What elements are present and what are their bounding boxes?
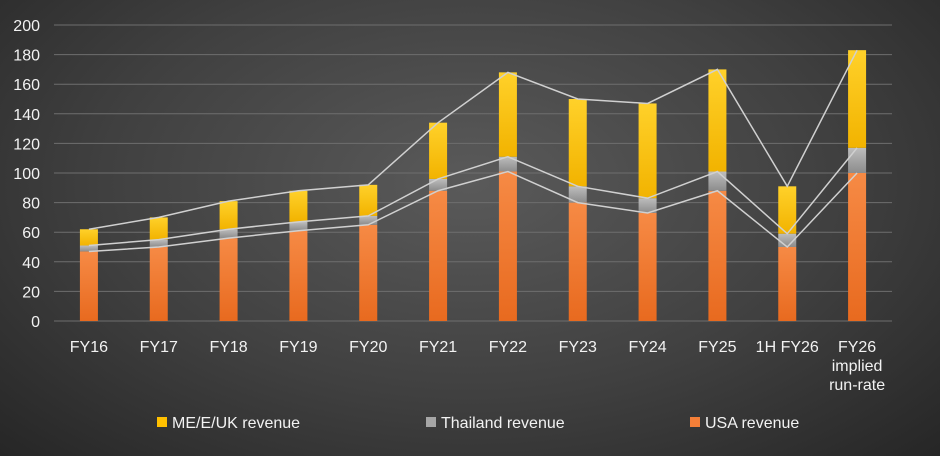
legend-swatch-me-e-uk-revenue: [157, 417, 167, 427]
bar-me-e-uk-revenue: [708, 69, 727, 172]
cumulative-line-2: [88, 147, 858, 247]
x-tick-label: FY24: [628, 339, 666, 356]
bar-thailand-revenue: [219, 229, 238, 239]
x-tick-label: FY17: [140, 339, 178, 356]
legend-label-thailand-revenue: Thailand revenue: [441, 415, 565, 432]
x-tick-label: FY16: [70, 339, 108, 356]
x-axis: FY16 FY17 FY18 FY19 FY20 FY21 FY22 FY23 FY24 FY25…: [70, 339, 885, 394]
bar-me-e-uk-revenue: [568, 99, 587, 187]
legend: ME/E/UK revenue Thailand revenue USA reven…: [157, 415, 799, 432]
bar-me-e-uk-revenue: [638, 103, 657, 199]
bar-thailand-revenue: [429, 178, 448, 191]
bar-me-e-uk-revenue: [778, 186, 797, 234]
y-tick-label: 180: [13, 48, 40, 65]
bar-usa-revenue: [708, 190, 727, 321]
bar-usa-revenue: [79, 251, 98, 321]
legend-swatch-thailand-revenue: [426, 417, 436, 427]
legend-label-me-e-uk-revenue: ME/E/UK revenue: [172, 415, 300, 432]
x-tick-label: 1H FY26: [756, 339, 819, 356]
gridlines: [54, 24, 892, 322]
bar-me-e-uk-revenue: [848, 50, 867, 148]
y-axis: 0 20 40 60 80 100 120 140 160 180 200: [13, 18, 40, 331]
bar-usa-revenue: [289, 230, 308, 321]
bar-me-e-uk-revenue: [359, 184, 378, 216]
bars: [79, 50, 867, 321]
x-tick-label: FY20: [349, 339, 387, 356]
y-tick-label: 80: [22, 196, 40, 213]
y-tick-label: 40: [22, 255, 40, 272]
y-tick-label: 100: [13, 166, 40, 183]
cumulative-lines: [88, 49, 858, 253]
legend-label-usa-revenue: USA revenue: [705, 415, 799, 432]
bar-usa-revenue: [359, 224, 378, 321]
bar-thailand-revenue: [289, 221, 308, 231]
bar-usa-revenue: [498, 171, 517, 321]
y-tick-label: 20: [22, 284, 40, 301]
bar-usa-revenue: [778, 247, 797, 321]
x-tick-label: FY18: [209, 339, 247, 356]
bar-thailand-revenue: [638, 198, 657, 213]
y-tick-label: 160: [13, 77, 40, 94]
bar-thailand-revenue: [498, 156, 517, 172]
legend-swatch-usa-revenue: [690, 417, 700, 427]
bar-thailand-revenue: [568, 186, 587, 203]
cumulative-line-3: [88, 49, 858, 230]
bar-usa-revenue: [149, 247, 168, 321]
bar-usa-revenue: [848, 173, 867, 321]
bar-usa-revenue: [219, 238, 238, 321]
cumulative-line-1: [88, 170, 858, 253]
bar-me-e-uk-revenue: [429, 122, 448, 179]
bar-thailand-revenue: [79, 245, 98, 252]
x-tick-label: FY26 implied run-rate: [829, 339, 885, 394]
y-tick-label: 200: [13, 18, 40, 35]
bar-usa-revenue: [429, 190, 448, 321]
bar-usa-revenue: [568, 202, 587, 321]
bar-me-e-uk-revenue: [498, 72, 517, 157]
y-tick-label: 0: [31, 314, 40, 331]
x-tick-label: FY25: [698, 339, 736, 356]
bar-me-e-uk-revenue: [149, 217, 168, 240]
y-tick-label: 140: [13, 107, 40, 124]
bar-me-e-uk-revenue: [79, 229, 98, 246]
y-tick-label: 60: [22, 225, 40, 242]
x-tick-label: FY22: [489, 339, 527, 356]
y-tick-label: 120: [13, 136, 40, 153]
bar-thailand-revenue: [149, 239, 168, 247]
x-tick-label: FY23: [559, 339, 597, 356]
bar-thailand-revenue: [848, 147, 867, 173]
bar-thailand-revenue: [359, 215, 378, 225]
bar-me-e-uk-revenue: [289, 190, 308, 222]
bar-me-e-uk-revenue: [219, 201, 238, 230]
x-tick-label: FY19: [279, 339, 317, 356]
bar-usa-revenue: [638, 212, 657, 321]
x-tick-label: FY21: [419, 339, 457, 356]
